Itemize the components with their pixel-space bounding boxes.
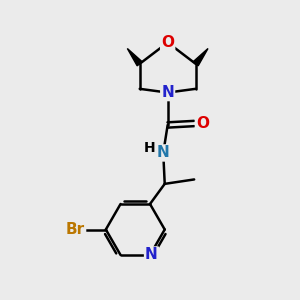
Text: H: H xyxy=(144,141,156,154)
Text: Br: Br xyxy=(66,222,85,237)
Text: O: O xyxy=(196,116,209,131)
Polygon shape xyxy=(127,49,142,66)
Polygon shape xyxy=(193,49,208,66)
Text: N: N xyxy=(145,248,158,262)
Text: N: N xyxy=(157,146,169,160)
Text: O: O xyxy=(161,35,174,50)
Text: N: N xyxy=(161,85,174,100)
